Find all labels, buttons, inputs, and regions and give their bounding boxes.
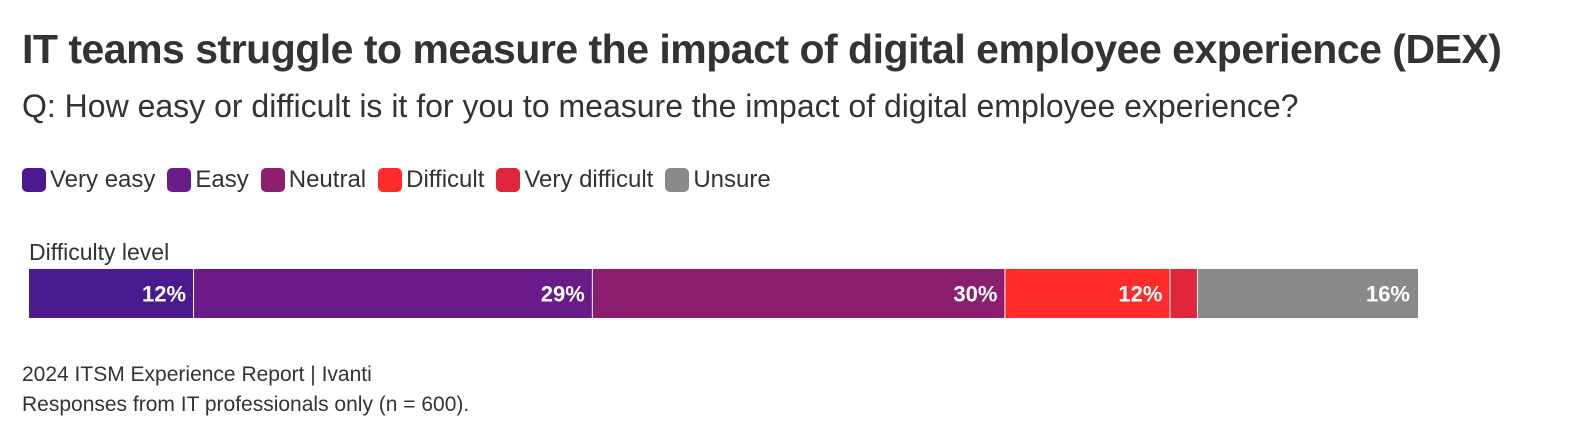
legend-swatch [378,168,403,192]
footer-note: Responses from IT professionals only (n … [22,393,470,416]
legend-label: Very easy [50,166,156,193]
legend: Very easy Easy Neutral Difficult Very di… [22,166,771,194]
legend-item-very-difficult[interactable]: Very difficult [496,166,653,194]
bar-segment-easy[interactable] [194,269,593,318]
bar-segment-neutral[interactable] [592,269,1006,318]
chart-subtitle: Q: How easy or difficult is it for you t… [22,88,1299,124]
legend-label: Unsure [693,166,771,193]
legend-swatch [665,168,690,192]
legend-swatch [22,168,46,192]
legend-label: Easy [195,166,249,193]
legend-swatch [260,168,285,192]
data-label-easy: 29% [541,282,585,307]
bar-group: 12% 29% 30% 12% 16% [29,269,1418,318]
data-label-unsure: 16% [1366,282,1410,307]
legend-item-unsure[interactable]: Unsure [665,166,771,194]
legend-label: Difficult [406,166,485,193]
data-label-difficult: 12% [1118,282,1162,307]
bar-segment-unsure[interactable] [1197,269,1418,318]
legend-item-very-easy[interactable]: Very easy [22,166,155,194]
legend-swatch [496,168,521,192]
legend-label: Neutral [288,166,367,193]
data-label-very-easy: 12% [142,282,186,307]
legend-label: Very difficult [524,166,654,193]
legend-item-neutral[interactable]: Neutral [260,166,367,194]
row-label: Difficulty level [29,239,170,265]
legend-swatch [167,168,192,192]
bar-segment-difficult[interactable] [1005,269,1171,318]
bar-segment-very-difficult[interactable] [1170,269,1198,318]
chart-title: IT teams struggle to measure the impact … [22,26,1502,72]
legend-item-difficult[interactable]: Difficult [378,166,484,194]
footer-source: 2024 ITSM Experience Report | Ivanti [22,363,372,386]
legend-item-easy[interactable]: Easy [167,166,249,194]
data-label-neutral: 30% [953,282,997,307]
footer: 2024 ITSM Experience Report | Ivanti Res… [22,360,469,420]
bar-segment-very-easy[interactable] [29,269,195,318]
